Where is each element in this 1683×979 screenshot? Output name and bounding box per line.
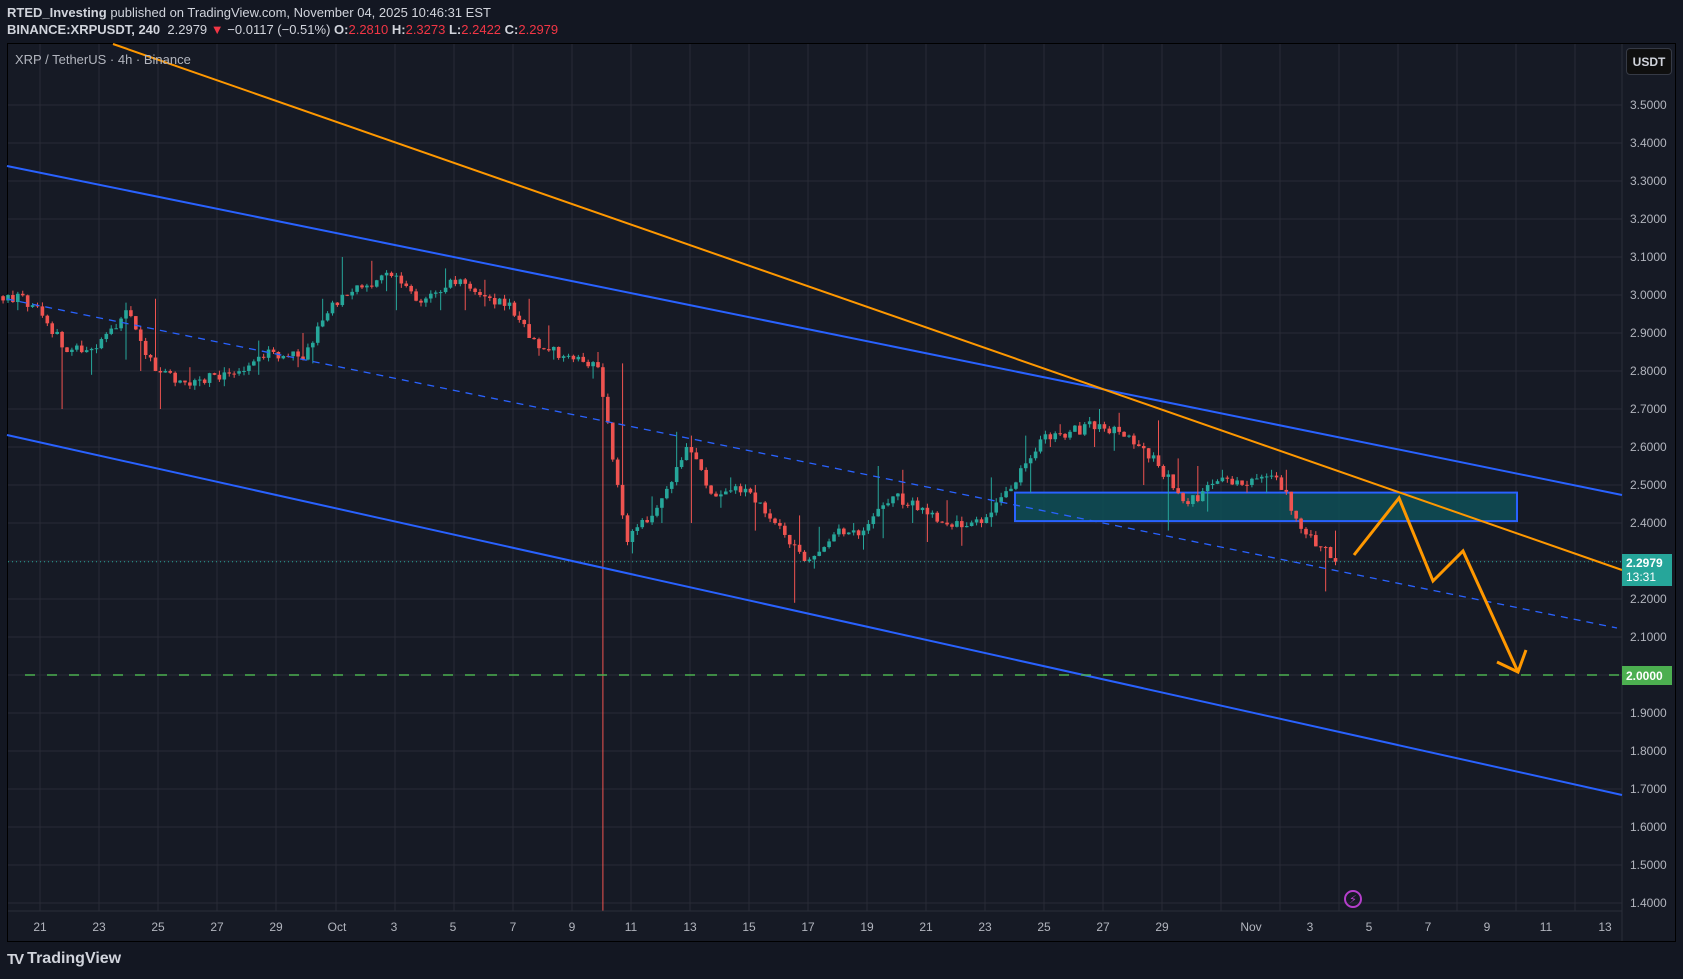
open-value: 2.2810 [348,22,389,37]
time-tick-label: 11 [1539,920,1553,934]
price-tick-label: 2.7000 [1630,402,1667,416]
symbol-label: BINANCE:XRPUSDT, 240 [7,22,161,37]
time-tick-label: 5 [1365,920,1373,934]
last-price: 2.2979 [167,22,208,37]
time-tick-label: 7 [509,920,517,934]
high-label: H: [391,22,406,37]
close-value: 2.2979 [518,22,559,37]
price-tick-label: 3.5000 [1630,98,1667,112]
time-tick-label: 15 [742,920,756,934]
high-value: 2.3273 [405,22,446,37]
price-tick-label: 2.6000 [1630,440,1667,454]
time-tick-label: 9 [568,920,576,934]
price-tick-label: 3.2000 [1630,212,1667,226]
open-label: O: [334,22,349,37]
time-tick-label: 23 [92,920,106,934]
series-legend[interactable]: XRP / TetherUS · 4h · Binance [15,52,191,67]
time-tick-label: 29 [1155,920,1169,934]
time-tick-label: 23 [978,920,992,934]
price-tick-label: 2.1000 [1630,630,1667,644]
price-tick-label: 3.0000 [1630,288,1667,302]
price-change: −0.0117 (−0.51%) [227,22,331,37]
price-tick-label: 3.4000 [1630,136,1667,150]
time-tick-label: 11 [624,920,638,934]
time-tick-label: 21 [919,920,933,934]
time-tick-label: 13 [683,920,697,934]
time-tick-label: 25 [1037,920,1051,934]
lightning-event-icon[interactable]: ⚡ [1344,890,1362,908]
price-tick-label: 1.9000 [1630,706,1667,720]
time-tick-label: 27 [210,920,224,934]
time-tick-label: 13 [1598,920,1612,934]
brand-name: TradingView [27,950,122,967]
publish-line: RTED_Investing published on TradingView.… [7,4,558,21]
down-arrow-icon: ▼ [210,22,224,37]
time-tick-label: 27 [1096,920,1110,934]
time-tick-label: 7 [1424,920,1432,934]
time-tick-label: 25 [151,920,165,934]
price-tick-label: 2.5000 [1630,478,1667,492]
bar-countdown: 13:31 [1626,569,1657,584]
time-tick-label: 3 [1306,920,1314,934]
time-tick-label: Oct [327,920,347,934]
price-tick-label: 1.6000 [1630,820,1667,834]
target-price-tag: 2.0000 [1622,666,1672,685]
low-label: L: [448,22,462,37]
close-label: C: [504,22,519,37]
tradingview-logo[interactable]: TV TradingView [7,950,121,968]
low-value: 2.2422 [461,22,502,37]
price-tick-label: 1.5000 [1630,858,1667,872]
current-price-value: 2.2979 [1626,555,1663,570]
time-tick-label: 5 [449,920,457,934]
price-tick-label: 2.8000 [1630,364,1667,378]
time-tick-label: 19 [860,920,874,934]
price-tick-label: 3.3000 [1630,174,1667,188]
publish-info: published on TradingView.com, November 0… [110,5,491,20]
currency-button[interactable]: USDT [1626,48,1672,75]
price-tick-label: 2.2000 [1630,592,1667,606]
price-tick-label: 1.4000 [1630,896,1667,910]
time-tick-label: 21 [33,920,47,934]
time-tick-label: Nov [1240,920,1262,934]
price-tick-label: 1.7000 [1630,782,1667,796]
time-tick-label: 9 [1483,920,1491,934]
ohlc-line: BINANCE:XRPUSDT, 240 2.2979 ▼ −0.0117 (−… [7,21,558,38]
time-tick-label: 17 [801,920,815,934]
time-tick-label: 29 [269,920,283,934]
tv-logo-icon: TV [7,950,24,968]
time-tick-label: 3 [390,920,398,934]
price-tick-label: 2.4000 [1630,516,1667,530]
price-tick-label: 1.8000 [1630,744,1667,758]
current-price-tag: 2.2979 13:31 [1622,553,1672,586]
price-tick-label: 3.1000 [1630,250,1667,264]
chart-header: RTED_Investing published on TradingView.… [7,4,558,38]
author-name[interactable]: RTED_Investing [7,5,107,20]
price-tick-label: 2.9000 [1630,326,1667,340]
